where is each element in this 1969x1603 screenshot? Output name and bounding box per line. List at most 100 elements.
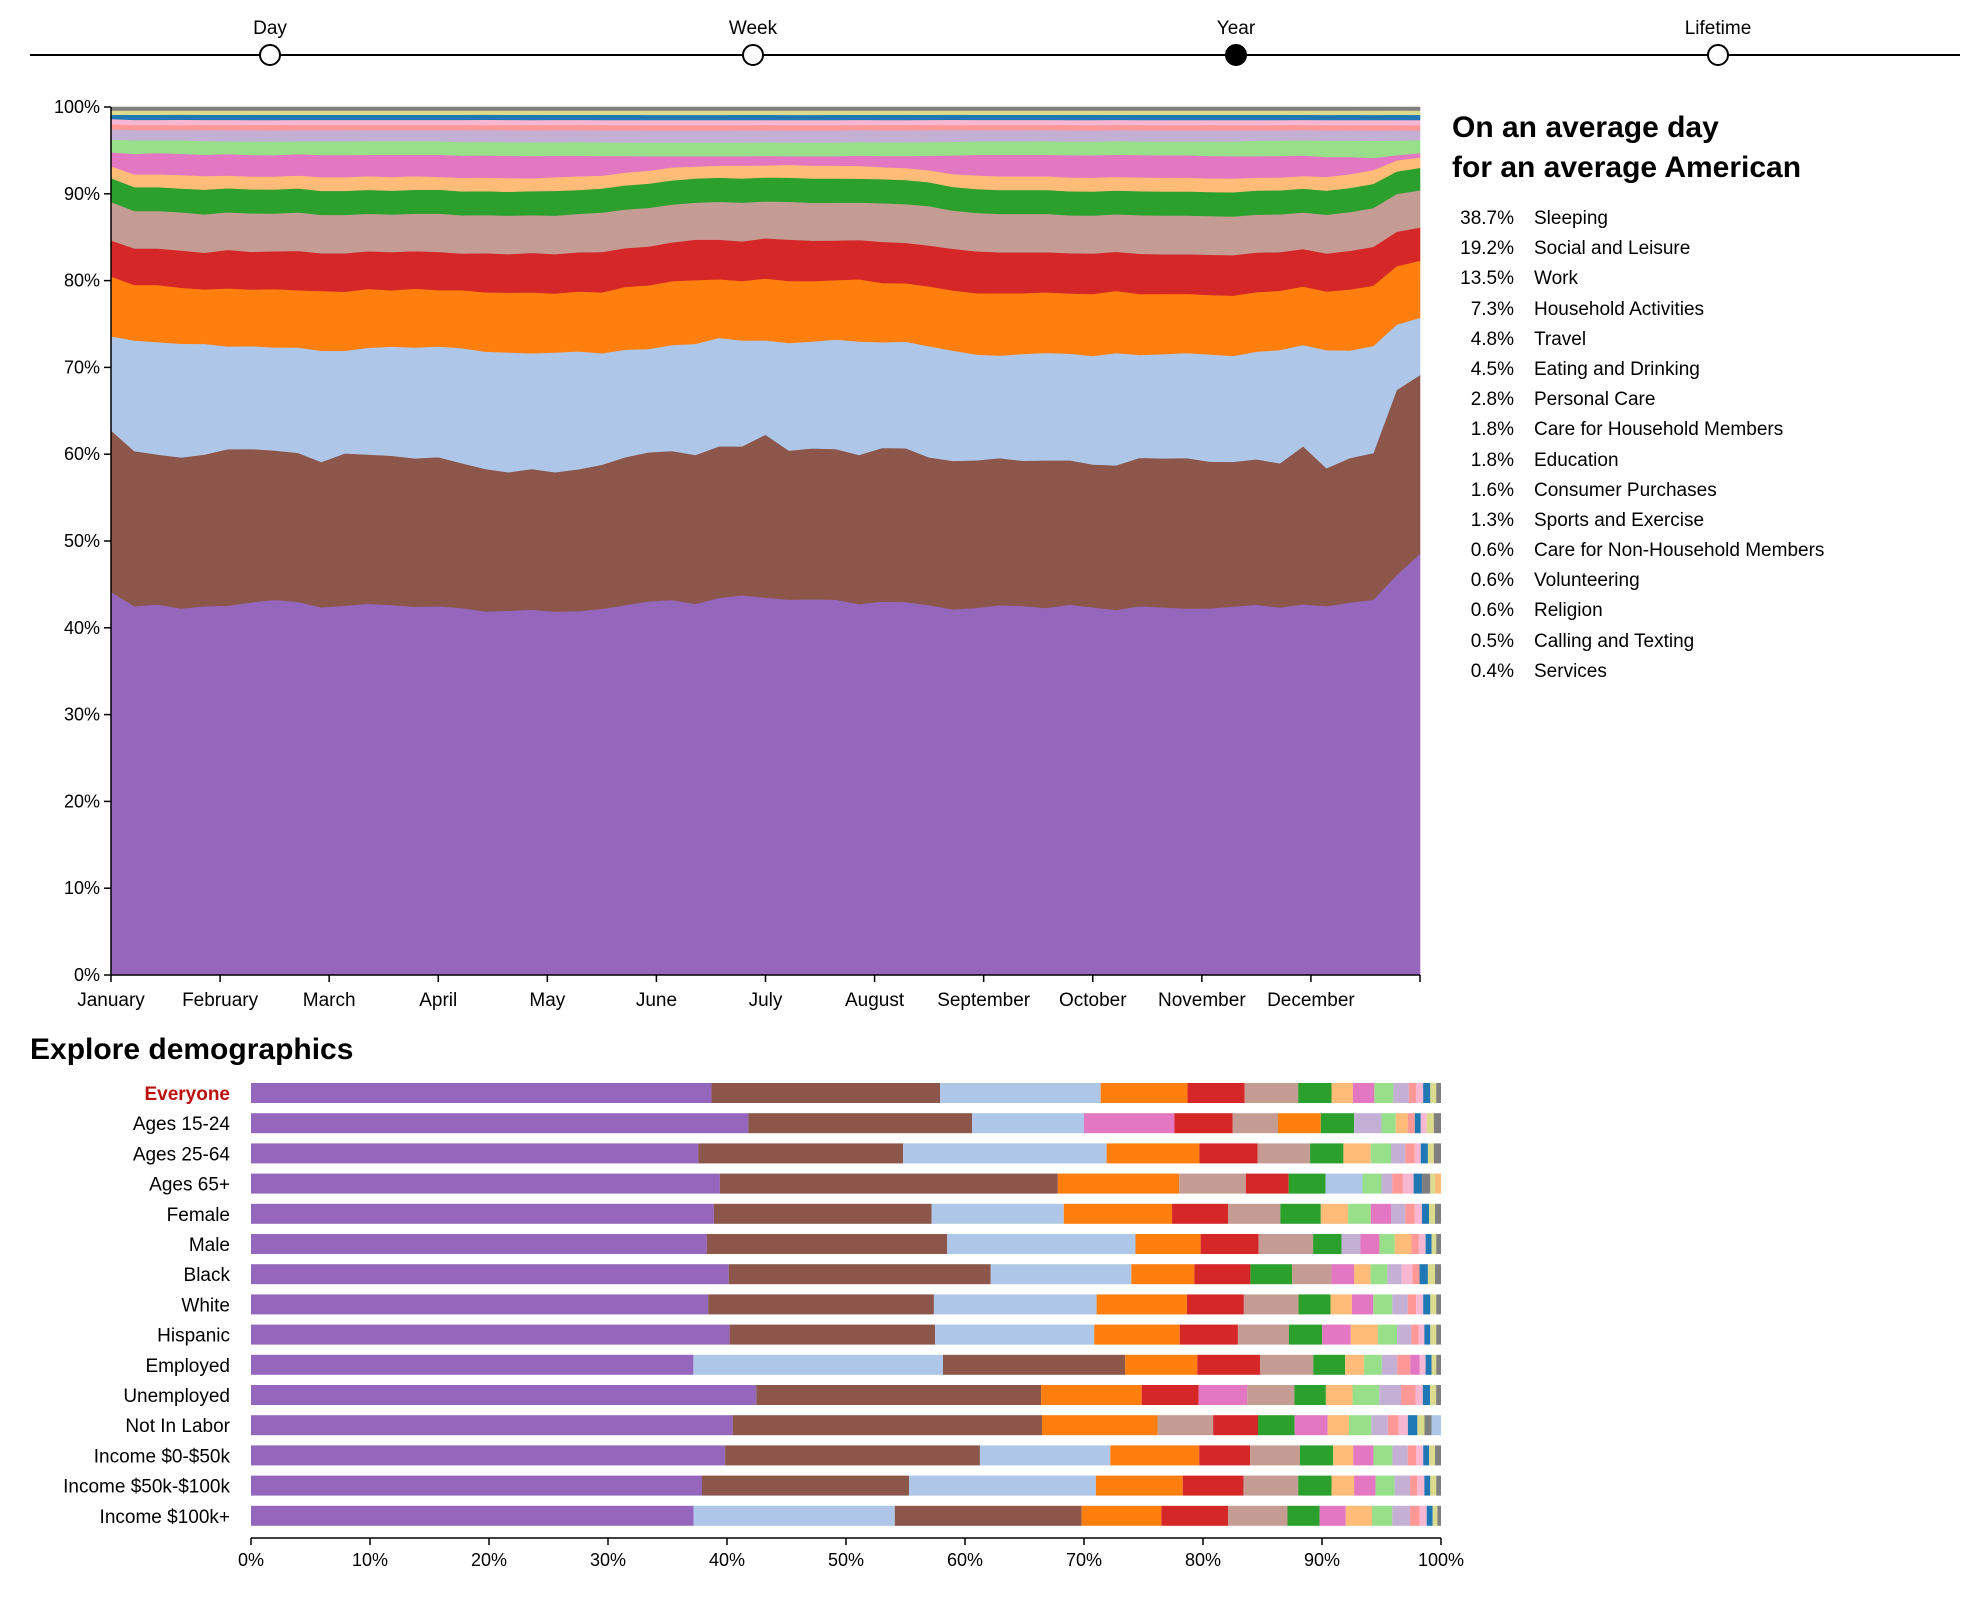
bar-segment[interactable]: [1330, 1294, 1352, 1315]
bar-segment[interactable]: [1414, 1143, 1421, 1164]
bar-segment[interactable]: [1232, 1113, 1278, 1134]
demographic-row[interactable]: Black: [184, 1264, 1441, 1286]
bar-segment[interactable]: [251, 1475, 703, 1496]
bar-segment[interactable]: [1411, 1234, 1419, 1254]
bar-segment[interactable]: [1352, 1385, 1380, 1405]
bar-segment[interactable]: [719, 1173, 1058, 1194]
bar-segment[interactable]: [1341, 1234, 1361, 1254]
bar-segment[interactable]: [1063, 1203, 1173, 1224]
bar-segment[interactable]: [693, 1354, 943, 1375]
bar-segment[interactable]: [1405, 1203, 1415, 1224]
bar-segment[interactable]: [1422, 1385, 1431, 1405]
demographic-label[interactable]: Hispanic: [157, 1326, 230, 1347]
demographic-row[interactable]: Ages 15-24: [133, 1113, 1441, 1135]
bar-segment[interactable]: [1432, 1505, 1438, 1526]
bar-segment[interactable]: [1397, 1324, 1412, 1345]
bar-segment[interactable]: [1179, 1324, 1238, 1345]
demographic-label[interactable]: Income $100k+: [100, 1507, 230, 1528]
bar-segment[interactable]: [693, 1505, 895, 1526]
bar-segment[interactable]: [940, 1083, 1101, 1103]
bar-segment[interactable]: [251, 1113, 749, 1134]
bar-segment[interactable]: [1197, 1354, 1261, 1375]
bar-segment[interactable]: [1423, 1083, 1431, 1103]
bar-segment[interactable]: [251, 1203, 714, 1224]
bar-segment[interactable]: [1250, 1445, 1300, 1466]
bar-segment[interactable]: [1429, 1445, 1436, 1466]
bar-segment[interactable]: [1243, 1294, 1299, 1315]
bar-segment[interactable]: [1310, 1143, 1344, 1164]
bar-segment[interactable]: [1257, 1143, 1311, 1164]
bar-segment[interactable]: [1371, 1415, 1388, 1436]
bar-segment[interactable]: [1407, 1294, 1417, 1315]
bar-segment[interactable]: [1198, 1385, 1248, 1405]
bar-segment[interactable]: [1421, 1203, 1430, 1224]
area-layer-10[interactable]: [110, 128, 1421, 143]
bar-segment[interactable]: [1182, 1475, 1244, 1496]
bar-segment[interactable]: [1381, 1173, 1393, 1194]
bar-segment[interactable]: [1081, 1505, 1162, 1526]
bar-segment[interactable]: [933, 1294, 1097, 1315]
bar-segment[interactable]: [1237, 1324, 1289, 1345]
timeline-knob-year[interactable]: [1225, 44, 1247, 66]
timeline-option-lifetime[interactable]: Lifetime: [1685, 18, 1752, 66]
bar-segment[interactable]: [1179, 1173, 1246, 1194]
timeline-label-year[interactable]: Year: [1217, 18, 1256, 39]
bar-segment[interactable]: [1401, 1385, 1416, 1405]
bar-segment[interactable]: [1430, 1294, 1437, 1315]
bar-segment[interactable]: [1131, 1264, 1195, 1285]
bar-segment[interactable]: [1322, 1324, 1351, 1345]
bar-segment[interactable]: [1392, 1445, 1408, 1466]
bar-segment[interactable]: [1407, 1113, 1415, 1134]
bar-segment[interactable]: [1431, 1354, 1437, 1375]
demographic-label[interactable]: Female: [167, 1205, 230, 1226]
bar-segment[interactable]: [1430, 1475, 1437, 1496]
bar-segment[interactable]: [1410, 1475, 1418, 1496]
demographic-row[interactable]: Female: [167, 1203, 1441, 1226]
bar-segment[interactable]: [1313, 1234, 1342, 1254]
bar-segment[interactable]: [1094, 1324, 1180, 1345]
bar-segment[interactable]: [1393, 1083, 1409, 1103]
bar-segment[interactable]: [972, 1113, 1084, 1134]
bar-segment[interactable]: [1412, 1264, 1420, 1285]
demographic-row[interactable]: Not In Labor: [125, 1415, 1441, 1437]
bar-segment[interactable]: [1354, 1475, 1376, 1496]
demographic-row[interactable]: Income $0-$50k: [94, 1445, 1441, 1467]
bar-segment[interactable]: [1416, 1445, 1424, 1466]
bar-segment[interactable]: [1417, 1475, 1425, 1496]
demographic-row[interactable]: White: [181, 1294, 1441, 1316]
bar-segment[interactable]: [1426, 1505, 1433, 1526]
bar-segment[interactable]: [1417, 1415, 1425, 1436]
timeline-knob-week[interactable]: [742, 44, 764, 66]
bar-segment[interactable]: [251, 1354, 694, 1375]
bar-segment[interactable]: [1298, 1294, 1331, 1315]
bar-segment[interactable]: [1436, 1324, 1441, 1345]
bar-segment[interactable]: [1394, 1234, 1412, 1254]
bar-segment[interactable]: [1348, 1203, 1371, 1224]
area-layer-13[interactable]: [110, 114, 1421, 121]
bar-segment[interactable]: [1431, 1415, 1441, 1436]
bar-segment[interactable]: [1320, 1203, 1349, 1224]
bar-segment[interactable]: [1419, 1264, 1428, 1285]
bar-segment[interactable]: [1378, 1324, 1398, 1345]
bar-segment[interactable]: [1387, 1264, 1402, 1285]
bar-segment[interactable]: [1387, 1415, 1399, 1436]
bar-segment[interactable]: [931, 1203, 1064, 1224]
bar-segment[interactable]: [1430, 1083, 1437, 1103]
bar-segment[interactable]: [1424, 1415, 1432, 1436]
demographic-row[interactable]: Income $50k-$100k: [63, 1475, 1441, 1498]
bar-segment[interactable]: [1331, 1475, 1355, 1496]
bar-segment[interactable]: [1331, 1083, 1353, 1103]
bar-segment[interactable]: [1200, 1234, 1259, 1254]
bar-segment[interactable]: [1325, 1173, 1363, 1194]
bar-segment[interactable]: [1433, 1113, 1441, 1134]
area-layer-15[interactable]: [110, 106, 1421, 111]
bar-segment[interactable]: [251, 1505, 694, 1526]
bar-segment[interactable]: [1319, 1505, 1346, 1526]
demographic-row[interactable]: Income $100k+: [100, 1505, 1441, 1528]
bar-segment[interactable]: [251, 1415, 733, 1436]
bar-segment[interactable]: [1258, 1234, 1314, 1254]
bar-segment[interactable]: [1410, 1354, 1420, 1375]
bar-segment[interactable]: [756, 1385, 1042, 1405]
bar-segment[interactable]: [1371, 1505, 1393, 1526]
bar-segment[interactable]: [1436, 1354, 1441, 1375]
